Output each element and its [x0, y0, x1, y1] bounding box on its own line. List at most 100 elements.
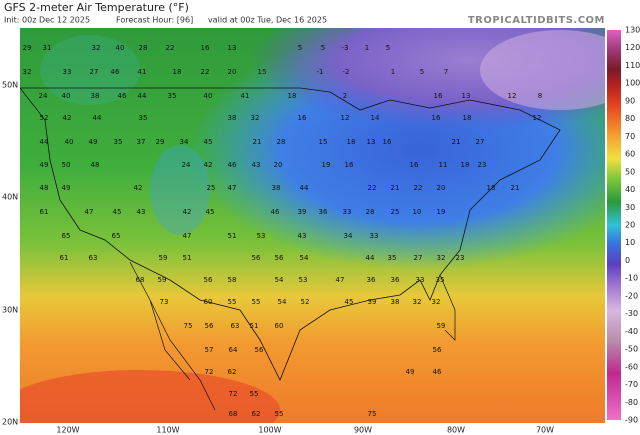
latitude-label: 40N — [2, 193, 18, 202]
colorbar-tick-label: 110 — [625, 61, 640, 70]
colorbar-tick-label: 10 — [625, 238, 635, 247]
station-temperature: 41 — [138, 68, 147, 76]
station-temperature: 65 — [62, 232, 71, 240]
station-temperature: 15 — [319, 138, 328, 146]
station-temperature: 51 — [228, 232, 237, 240]
station-temperature: 21 — [511, 184, 520, 192]
station-temperature: 60 — [275, 322, 284, 330]
colorbar-ticks: 1301201101009080706050403020100-10-20-30… — [625, 26, 640, 425]
station-temperature: 16 — [383, 138, 392, 146]
forecast-hour: Forecast Hour: [96] — [116, 16, 193, 25]
colorbar-tick-label: 100 — [625, 79, 640, 88]
valid-time: valid at 00z Tue, Dec 16 2025 — [208, 16, 327, 25]
station-temperature: 45 — [345, 298, 354, 306]
station-temperature: 14 — [371, 114, 380, 122]
station-temperature: 75 — [368, 410, 377, 418]
station-temperature: 42 — [63, 114, 72, 122]
longitude-label: 90W — [354, 426, 372, 435]
station-temperature: 59 — [437, 322, 446, 330]
station-temperature: 16 — [201, 44, 210, 52]
colorbar-tick-label: 40 — [625, 185, 635, 194]
station-temperature: 28 — [366, 208, 375, 216]
station-temperature: 44 — [40, 138, 49, 146]
station-temperature: 18 — [461, 161, 470, 169]
station-temperature: 37 — [137, 138, 146, 146]
station-temperature: 44 — [93, 114, 102, 122]
station-temperature: 40 — [62, 92, 71, 100]
station-temperature: 21 — [452, 138, 461, 146]
station-temperature: 5 — [386, 44, 390, 52]
init-time: Init: 00z Dec 12 2025 — [4, 16, 90, 25]
station-temperature: 16 — [434, 92, 443, 100]
latitude-label: 30N — [2, 306, 18, 315]
station-temperature: 55 — [275, 410, 284, 418]
station-temperature: 46 — [118, 92, 127, 100]
station-temperature: 55 — [252, 298, 261, 306]
axis-labels: 50N 40N 30N 20N 120W 110W 100W 90W 80W 70W — [2, 81, 554, 435]
colorbar-tick-label: 50 — [625, 167, 635, 176]
station-temperature: 63 — [89, 254, 98, 262]
station-temperature: 33 — [416, 276, 425, 284]
station-temperature: 33 — [63, 68, 72, 76]
station-temperature: 39 — [368, 298, 377, 306]
station-temperature: 13 — [462, 92, 471, 100]
station-temperature: 15 — [258, 68, 267, 76]
station-temperature: 42 — [134, 184, 143, 192]
station-temperature: 34 — [344, 232, 353, 240]
station-temperature: 43 — [137, 208, 146, 216]
station-temperature: 41 — [241, 92, 250, 100]
station-temperature: 36 — [319, 208, 328, 216]
station-temperature: 47 — [228, 184, 237, 192]
station-temperature: 52 — [301, 298, 310, 306]
station-temperature: 55 — [228, 298, 237, 306]
station-temperature: 21 — [391, 184, 400, 192]
station-temperature: 45 — [113, 208, 122, 216]
station-temperature: 35 — [436, 276, 445, 284]
station-temperature: 49 — [40, 161, 49, 169]
station-temperature: 44 — [300, 184, 309, 192]
station-temperature: 65 — [112, 232, 121, 240]
station-temperature: 11 — [439, 161, 448, 169]
station-temperature: 5 — [298, 44, 302, 52]
station-temperature: 59 — [159, 254, 168, 262]
station-temperature: 44 — [366, 254, 375, 262]
longitude-label: 80W — [447, 426, 465, 435]
colorbar-tick-label: -30 — [625, 309, 638, 318]
station-temperature: 56 — [433, 346, 442, 354]
station-temperature: 34 — [180, 138, 189, 146]
colorbar-tick-label: 120 — [625, 43, 640, 52]
station-temperature: 24 — [39, 92, 48, 100]
station-temperature: 18 — [288, 92, 297, 100]
station-temperature: 54 — [275, 276, 284, 284]
longitude-label: 100W — [258, 426, 281, 435]
station-temperature: 56 — [204, 276, 213, 284]
station-temperature: 48 — [91, 161, 100, 169]
station-temperature: 29 — [156, 138, 165, 146]
colorbar-tick-label: 20 — [625, 221, 635, 230]
station-temperature: 2 — [343, 92, 347, 100]
station-temperature: -2 — [343, 68, 350, 76]
longitude-label: 120W — [56, 426, 79, 435]
station-temperature: 12 — [508, 92, 517, 100]
station-temperature: 27 — [414, 254, 423, 262]
station-temperature: 49 — [406, 368, 415, 376]
station-temperature: 48 — [40, 184, 49, 192]
station-temperature: 46 — [228, 161, 237, 169]
longitude-label: 110W — [156, 426, 179, 435]
longitude-label: 70W — [536, 426, 554, 435]
station-temperature: 47 — [183, 232, 192, 240]
station-temperature: 32 — [432, 298, 441, 306]
station-temperature: 21 — [253, 138, 262, 146]
station-temperature: 13 — [367, 138, 376, 146]
station-temperature: 46 — [111, 68, 120, 76]
station-temperature: 18 — [487, 184, 496, 192]
station-temperature: 25 — [207, 184, 216, 192]
station-temperature: 1 — [365, 44, 369, 52]
station-temperature: 19 — [322, 161, 331, 169]
station-values: 29 31 32 40 28 22 16 13 5 5 -3 1 532 33 27 46 41 18 22 20 15… — [23, 44, 543, 418]
station-temperature: 57 — [205, 346, 214, 354]
station-temperature: 43 — [252, 161, 261, 169]
station-temperature: 29 — [23, 44, 32, 52]
station-temperature: 35 — [114, 138, 123, 146]
